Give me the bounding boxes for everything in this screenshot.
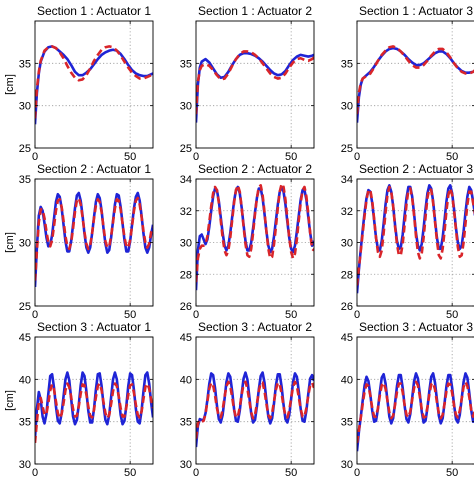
- subplot-title: Section 1 : Actuator 1: [37, 4, 151, 18]
- subplot-title: Section 3 : Actuator 2: [198, 320, 312, 334]
- y-tick-label: 35: [19, 417, 31, 429]
- reference-series-line: [357, 185, 474, 286]
- y-tick-label: 35: [341, 417, 353, 429]
- y-tick-label: 40: [19, 374, 31, 386]
- plot-frame: [195, 20, 315, 149]
- y-tick-label: 30: [180, 459, 192, 471]
- subplot-3-1: 0 50 30 35 40 45 Section 3 : Actuator 1 [cm] Tim…: [4, 320, 154, 482]
- y-axis-label: [cm]: [4, 390, 16, 411]
- subplot-title: Section 3 : Actuator 1: [37, 320, 151, 334]
- y-tick-label: 30: [19, 238, 31, 250]
- plot-area: [35, 21, 153, 148]
- y-axis-label: [cm]: [4, 74, 16, 95]
- y-tick-label: 26: [341, 301, 353, 313]
- x-axis-label: Time [sec]: [228, 480, 283, 482]
- y-tick-label: 25: [19, 301, 31, 313]
- subplot-title: Section 2 : Actuator 2: [198, 162, 312, 176]
- y-tick-label: 40: [341, 374, 353, 386]
- x-tick-label: 50: [285, 309, 297, 321]
- reference-series-line: [196, 182, 314, 283]
- y-tick-label: 28: [341, 269, 353, 281]
- reference-series-line: [357, 45, 474, 115]
- y-tick-label: 26: [180, 301, 192, 313]
- subplot-1-1: 0 50 25 30 35 Section 1 : Actuator 1 [cm]: [4, 4, 154, 163]
- y-tick-label: 40: [180, 374, 192, 386]
- y-tick-label: 30: [19, 101, 31, 113]
- x-tick-label: 50: [124, 309, 136, 321]
- subplot-title: Section 1 : Actuator 3: [359, 4, 473, 18]
- x-axis-label: Time [sec]: [67, 480, 122, 482]
- subplot-title: Section 2 : Actuator 3: [359, 162, 473, 176]
- y-tick-label: 30: [341, 238, 353, 250]
- subplot-2-2: 0 50 26 28 30 32 34 Section 2 : Actuator 2: [180, 162, 315, 321]
- x-tick-label: 50: [124, 467, 136, 479]
- y-tick-label: 25: [180, 143, 192, 155]
- subplot-2-3: 0 50 26 28 30 32 34 Section 2 : Actuator 3: [341, 162, 474, 321]
- actual-series-line: [35, 45, 153, 125]
- plot-frame: [34, 20, 154, 149]
- subplot-2-1: 0 50 25 30 35 Section 2 : Actuator 1 [cm]: [4, 162, 154, 321]
- reference-series-line: [35, 382, 153, 443]
- subplot-3-3: 0 50 30 35 40 45 Section 3 : Actuator 3 Time [s…: [341, 320, 474, 482]
- y-tick-label: 30: [341, 101, 353, 113]
- y-tick-label: 28: [180, 269, 192, 281]
- y-axis-label: [cm]: [4, 232, 16, 253]
- subplot-1-3: 0 50 25 30 35 Section 1 : Actuator 3: [341, 4, 474, 163]
- y-tick-label: 35: [341, 58, 353, 70]
- y-tick-label: 30: [341, 459, 353, 471]
- subplot-title: Section 2 : Actuator 1: [37, 162, 151, 176]
- y-tick-label: 35: [180, 417, 192, 429]
- y-tick-label: 30: [180, 101, 192, 113]
- x-tick-label: 50: [446, 151, 458, 163]
- y-tick-label: 35: [180, 58, 192, 70]
- x-tick-label: 0: [354, 309, 360, 321]
- x-tick-label: 50: [285, 467, 297, 479]
- plot-area: [196, 337, 314, 464]
- y-tick-label: 32: [341, 206, 353, 218]
- x-tick-label: 50: [285, 151, 297, 163]
- reference-series-line: [35, 196, 153, 281]
- plot-frame: [34, 336, 154, 465]
- reference-series-line: [196, 50, 314, 115]
- reference-series-line: [196, 380, 314, 439]
- plot-area: [196, 21, 314, 148]
- subplot-1-2: 0 50 25 30 35 Section 1 : Actuator 2: [180, 4, 315, 163]
- x-tick-label: 0: [354, 151, 360, 163]
- plot-frame: [356, 20, 474, 149]
- actual-series-line: [196, 371, 314, 448]
- y-tick-label: 45: [341, 332, 353, 344]
- reference-series-line: [35, 45, 153, 119]
- plot-area: [357, 337, 474, 464]
- y-tick-label: 45: [19, 332, 31, 344]
- x-tick-label: 0: [193, 151, 199, 163]
- x-axis-label: Time [sec]: [389, 480, 444, 482]
- y-tick-label: 32: [180, 206, 192, 218]
- y-tick-label: 35: [19, 174, 31, 186]
- subplot-title: Section 3 : Actuator 3: [359, 320, 473, 334]
- subplot-title: Section 1 : Actuator 2: [198, 4, 312, 18]
- x-tick-label: 50: [446, 309, 458, 321]
- x-tick-label: 0: [193, 309, 199, 321]
- y-tick-label: 45: [180, 332, 192, 344]
- reference-series-line: [357, 380, 474, 444]
- plot-frame: [195, 336, 315, 465]
- x-tick-label: 0: [193, 467, 199, 479]
- y-tick-label: 30: [19, 459, 31, 471]
- plot-area: [357, 21, 474, 148]
- y-tick-label: 34: [341, 174, 353, 186]
- x-tick-label: 0: [32, 151, 38, 163]
- y-tick-label: 30: [180, 238, 192, 250]
- x-tick-label: 50: [446, 467, 458, 479]
- y-tick-label: 25: [341, 143, 353, 155]
- x-tick-label: 50: [124, 151, 136, 163]
- x-tick-label: 0: [354, 467, 360, 479]
- y-tick-label: 34: [180, 174, 192, 186]
- x-tick-label: 0: [32, 309, 38, 321]
- plot-frame: [356, 336, 474, 465]
- subplot-3-2: 0 50 30 35 40 45 Section 3 : Actuator 2 Time [s…: [180, 320, 315, 482]
- y-tick-label: 25: [19, 143, 31, 155]
- x-tick-label: 0: [32, 467, 38, 479]
- y-tick-label: 35: [19, 58, 31, 70]
